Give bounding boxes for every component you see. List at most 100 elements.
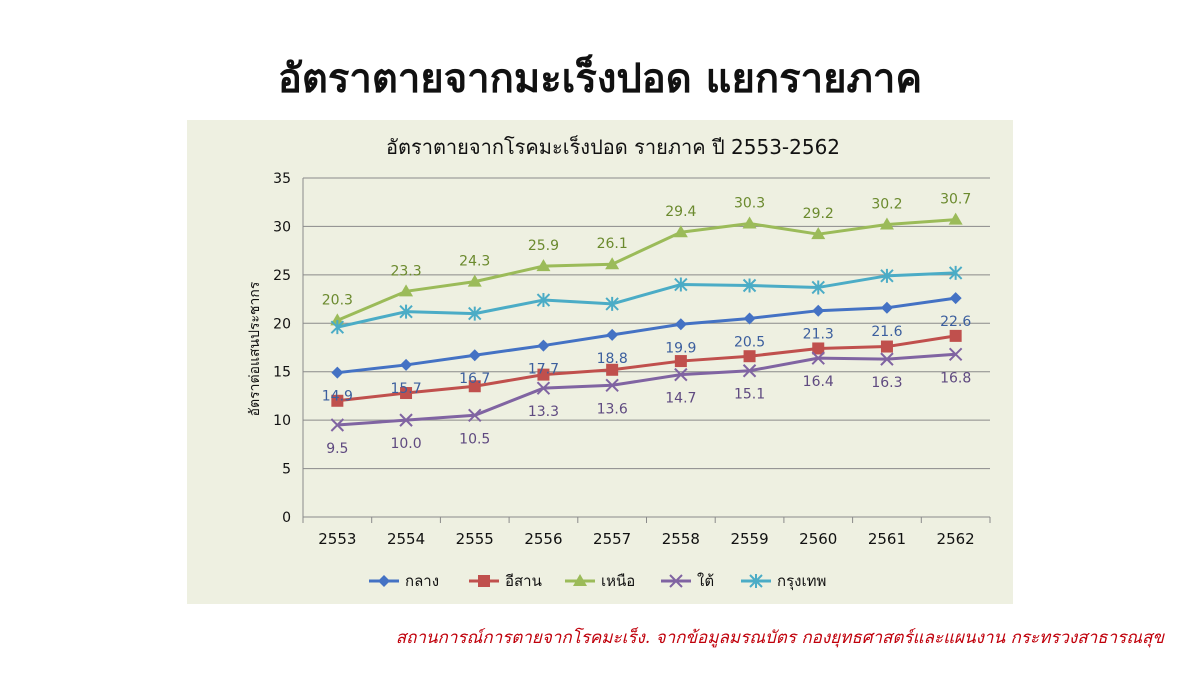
data-label: 15.1 [734,387,765,403]
data-point-diamond [468,349,481,362]
data-point-diamond [537,339,550,352]
series-line [337,352,956,427]
legend-label: กลาง [405,572,439,590]
data-point-triangle [536,259,551,272]
y-tick-label: 35 [273,171,291,187]
data-label: 21.3 [803,327,834,343]
data-point-square [949,329,962,342]
data-point-x [330,418,345,432]
data-label: 20.3 [322,292,353,308]
data-point-star [605,296,619,311]
data-point-star [811,280,825,295]
data-point-diamond [331,366,344,379]
series-line [337,271,956,329]
y-tick-label: 5 [282,462,291,478]
x-tick-label: 2559 [730,530,768,548]
legend-marker-diamond [378,575,390,587]
data-label: 21.6 [871,324,902,340]
data-point-triangle [879,217,894,230]
data-point-square [743,350,756,363]
data-point-triangle [811,227,826,240]
data-label: 17.7 [528,362,559,378]
x-tick-label: 2555 [456,530,494,548]
data-label: 10.5 [459,431,490,447]
series-0 [331,292,962,379]
source-note: สถานการณ์การตายจากโรคมะเร็ง. จากข้อมูลมร… [395,628,1164,648]
data-point-star [468,306,482,321]
legend-label: อีสาน [505,572,542,590]
x-tick-label: 2554 [387,530,425,548]
data-point-x [605,378,619,392]
data-point-star [880,268,894,283]
data-label: 19.9 [665,340,696,356]
data-point-square [674,355,687,368]
data-label: 30.2 [871,196,902,212]
data-point-triangle [399,284,414,297]
x-tick-label: 2553 [318,530,356,548]
data-point-triangle [742,216,757,229]
y-tick-label: 10 [273,413,291,429]
data-point-diamond [674,318,687,331]
data-label: 22.6 [940,314,971,330]
data-labels: 14.9 15.7 16.7 17.7 18.8 19.9 20.5 21.3 21.6 22.6… [322,192,972,457]
data-label: 16.8 [940,370,971,386]
data-point-x [536,381,551,395]
legend-marker-square [478,575,490,587]
data-point-square [400,387,413,400]
data-point-square [537,368,550,381]
chart-title: อัตราตายจากโรคมะเร็งปอด รายภาค ปี 2553-2… [386,134,840,159]
series-4 [330,265,963,335]
data-point-x [948,347,963,361]
data-point-diamond [880,301,893,314]
data-point-x [742,364,757,378]
x-tick-label: 2561 [868,530,906,548]
legend-label: ใต้ [697,572,714,590]
legend-item: ใต้ [661,572,714,590]
data-point-star [674,277,688,292]
y-tick-label: 15 [273,365,291,381]
y-tick-label: 0 [282,510,291,526]
x-tick-label: 2562 [937,530,975,548]
data-point-triangle [948,212,963,225]
legend-label: เหนือ [601,572,635,590]
data-label: 29.2 [803,206,834,222]
data-label: 29.4 [665,204,696,220]
y-tick-label: 25 [273,268,291,284]
data-label: 23.3 [390,263,421,279]
data-label: 30.7 [940,192,971,208]
data-label: 10.0 [390,436,421,452]
data-label: 26.1 [597,236,628,252]
data-point-triangle [605,257,620,270]
y-tick-label: 30 [273,219,291,235]
legend-item: เหนือ [565,572,635,590]
series-3 [330,347,963,432]
series-1 [331,329,962,407]
data-point-square [812,342,825,355]
chart-panel: อัตราตายจากโรคมะเร็งปอด รายภาค ปี 2553-2… [187,120,1013,604]
data-label: 14.9 [322,389,353,405]
data-label: 16.7 [459,371,490,387]
data-point-diamond [743,312,756,325]
line-chart: อัตราตายจากโรคมะเร็งปอด รายภาค ปี 2553-2… [247,134,991,591]
data-label: 24.3 [459,254,490,270]
data-point-square [331,394,344,407]
data-point-x [880,352,894,366]
data-point-square [606,363,619,376]
data-label: 9.5 [326,441,348,457]
legend: กลาง อีสาน เหนือ ใต้ กรุงเทพ [369,572,826,591]
data-label: 13.6 [597,401,628,417]
series-line [337,296,956,375]
data-label: 13.3 [528,404,559,420]
data-point-diamond [812,304,825,317]
data-label: 30.3 [734,196,765,212]
data-label: 14.7 [665,391,696,407]
series-lines [330,212,963,432]
data-point-x [399,413,413,427]
data-point-square [468,380,481,393]
data-point-star [742,278,757,293]
data-point-diamond [606,328,619,341]
series-line [336,218,956,322]
x-tick-label: 2560 [799,530,837,548]
data-point-square [880,340,893,353]
x-tick-label: 2557 [593,530,631,548]
